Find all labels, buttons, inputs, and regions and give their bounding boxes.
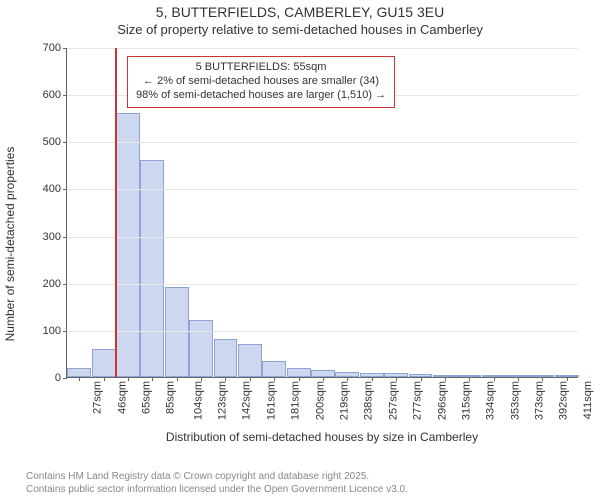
annotation-line: 5 BUTTERFIELDS: 55sqm <box>136 61 386 75</box>
chart-subtitle: Size of property relative to semi-detach… <box>0 22 600 37</box>
x-tick <box>421 377 422 381</box>
y-tick <box>63 284 67 285</box>
x-tick-label: 85sqm <box>165 381 177 414</box>
y-tick <box>63 142 67 143</box>
y-tick <box>63 378 67 379</box>
x-tick <box>469 377 470 381</box>
x-tick <box>445 377 446 381</box>
x-tick-label: 46sqm <box>116 381 128 414</box>
x-tick-label: 373sqm <box>534 381 546 420</box>
x-tick-label: 257sqm <box>387 381 399 420</box>
x-tick-label: 277sqm <box>412 381 424 420</box>
chart-title: 5, BUTTERFIELDS, CAMBERLEY, GU15 3EU <box>0 4 600 20</box>
x-tick <box>347 377 348 381</box>
y-tick <box>63 95 67 96</box>
footnote: Contains HM Land Registry data © Crown c… <box>26 471 408 496</box>
x-tick-label: 392sqm <box>558 381 570 420</box>
bar <box>262 361 286 378</box>
y-tick <box>63 189 67 190</box>
x-tick <box>225 377 226 381</box>
bar <box>214 339 238 377</box>
plot-area: 010020030040050060070027sqm46sqm65sqm85s… <box>66 48 578 378</box>
y-tick-label: 300 <box>43 231 61 243</box>
x-tick-label: 353sqm <box>509 381 521 420</box>
bar <box>311 370 335 377</box>
x-tick-label: 296sqm <box>436 381 448 420</box>
y-tick-label: 200 <box>43 278 61 290</box>
chart-area: Number of semi-detached properties 01002… <box>24 44 584 444</box>
x-tick <box>79 377 80 381</box>
annotation-line: ← 2% of semi-detached houses are smaller… <box>136 75 386 89</box>
x-tick-label: 104sqm <box>192 381 204 420</box>
x-tick-label: 238sqm <box>363 381 375 420</box>
bar <box>165 287 189 377</box>
x-tick-label: 334sqm <box>485 381 497 420</box>
x-tick-label: 219sqm <box>339 381 351 420</box>
x-tick-label: 123sqm <box>217 381 229 420</box>
x-tick <box>128 377 129 381</box>
y-axis-label: Number of semi-detached properties <box>3 147 17 342</box>
x-axis-title: Distribution of semi-detached houses by … <box>66 430 578 444</box>
y-tick-label: 100 <box>43 325 61 337</box>
x-tick <box>299 377 300 381</box>
x-tick <box>274 377 275 381</box>
bar <box>92 349 116 377</box>
bar <box>140 160 164 377</box>
annotation-line: 98% of semi-detached houses are larger (… <box>136 89 386 103</box>
bar <box>116 113 140 377</box>
footnote-line-1: Contains HM Land Registry data © Crown c… <box>26 471 408 484</box>
x-tick <box>494 377 495 381</box>
y-tick-label: 600 <box>43 89 61 101</box>
x-tick <box>152 377 153 381</box>
annotation-box: 5 BUTTERFIELDS: 55sqm← 2% of semi-detach… <box>127 56 395 108</box>
marker-line <box>115 48 117 377</box>
x-tick <box>104 377 105 381</box>
x-tick <box>323 377 324 381</box>
bar <box>189 320 213 377</box>
x-tick <box>177 377 178 381</box>
footnote-line-2: Contains public sector information licen… <box>26 484 408 497</box>
x-tick <box>201 377 202 381</box>
y-tick <box>63 48 67 49</box>
y-tick <box>63 237 67 238</box>
y-tick-label: 400 <box>43 183 61 195</box>
bar <box>287 368 311 377</box>
y-tick-label: 500 <box>43 136 61 148</box>
x-tick <box>542 377 543 381</box>
y-tick-label: 700 <box>43 42 61 54</box>
x-tick-label: 27sqm <box>92 381 104 414</box>
bar <box>67 368 91 377</box>
x-tick-label: 142sqm <box>241 381 253 420</box>
x-tick <box>518 377 519 381</box>
x-tick-label: 200sqm <box>314 381 326 420</box>
x-tick-label: 161sqm <box>265 381 277 420</box>
x-tick <box>567 377 568 381</box>
x-tick-label: 315sqm <box>460 381 472 420</box>
x-tick-label: 411sqm <box>582 381 594 419</box>
x-tick <box>372 377 373 381</box>
bar <box>238 344 262 377</box>
x-tick-label: 181sqm <box>290 381 302 420</box>
y-tick-label: 0 <box>55 372 61 384</box>
y-tick <box>63 331 67 332</box>
x-tick <box>250 377 251 381</box>
x-tick-label: 65sqm <box>140 381 152 414</box>
x-tick <box>396 377 397 381</box>
